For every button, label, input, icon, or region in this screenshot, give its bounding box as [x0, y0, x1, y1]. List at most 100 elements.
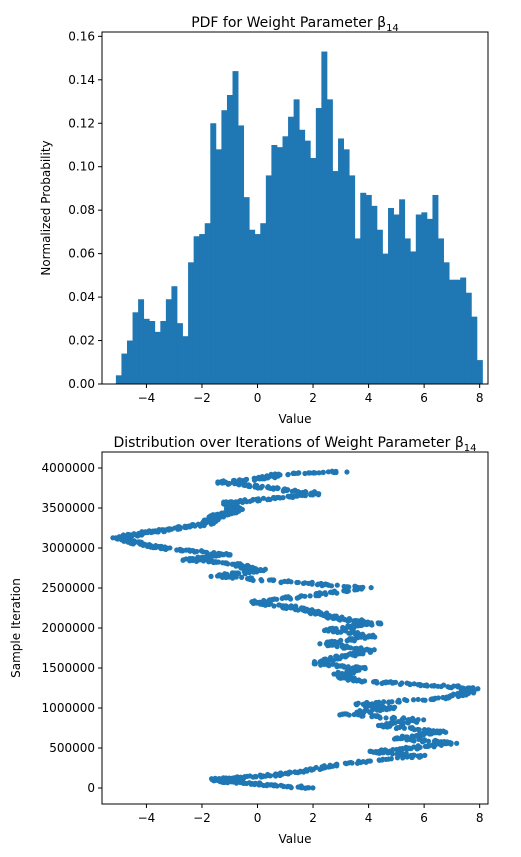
scatter-x-tick-label: −2: [193, 811, 211, 825]
scatter-point: [313, 764, 319, 771]
histogram-x-tick-label: −2: [193, 391, 211, 405]
scatter-point: [234, 570, 240, 576]
scatter-point: [125, 531, 131, 537]
scatter-point: [248, 575, 255, 581]
histogram-y-label: Normalized Probability: [39, 140, 53, 275]
scatter-point: [343, 643, 350, 649]
scatter-point: [131, 531, 137, 537]
histogram-title: PDF for Weight Parameter β14: [191, 15, 399, 34]
scatter-point: [317, 590, 323, 596]
scatter-point: [242, 497, 248, 503]
histogram-bar: [221, 110, 228, 384]
scatter-point: [323, 627, 329, 633]
scatter-point: [380, 679, 387, 686]
scatter-point: [156, 526, 162, 533]
scatter-point: [281, 578, 288, 584]
scatter-point: [259, 474, 265, 481]
scatter-point: [364, 699, 370, 706]
histogram-bar: [293, 99, 300, 384]
histogram-y-tick-label: 0.08: [68, 203, 95, 217]
scatter-point: [270, 485, 276, 491]
scatter-point: [450, 691, 457, 697]
scatter-point: [261, 597, 267, 604]
scatter-point: [244, 576, 251, 582]
scatter-point: [330, 661, 336, 667]
scatter-point: [262, 566, 268, 572]
scatter-point: [415, 682, 421, 688]
scatter-point: [375, 620, 381, 626]
scatter-point: [265, 771, 271, 778]
scatter-point: [340, 624, 346, 631]
scatter-point: [389, 699, 395, 705]
histogram-y-tick-label: 0.14: [68, 73, 95, 87]
scatter-point: [285, 594, 291, 600]
histogram-bar: [432, 194, 439, 384]
scatter-point: [415, 717, 421, 723]
scatter-point: [216, 776, 222, 782]
scatter-point: [238, 477, 244, 483]
scatter-point: [280, 603, 287, 609]
scatter-point: [432, 737, 438, 743]
scatter-point: [265, 483, 271, 490]
scatter-point: [302, 580, 308, 586]
scatter-point: [361, 678, 368, 684]
histogram-axes-frame: [101, 31, 489, 385]
scatter-point: [224, 571, 230, 577]
scatter-point: [388, 756, 394, 762]
scatter-point: [269, 596, 275, 603]
scatter-point: [383, 715, 389, 721]
scatter-point: [422, 752, 428, 758]
scatter-point: [354, 618, 360, 624]
histogram-bar: [149, 320, 156, 384]
scatter-y-tick-label: 0: [87, 781, 95, 795]
histogram-bar: [476, 360, 483, 384]
histogram-y-tick-label: 0.04: [68, 290, 95, 304]
scatter-chart: Distribution over Iterations of Weight P…: [9, 435, 489, 846]
histogram-bar: [349, 175, 356, 384]
scatter-point: [396, 697, 402, 703]
histogram-bar: [121, 353, 128, 384]
scatter-point: [291, 470, 297, 476]
scatter-point: [251, 598, 258, 604]
scatter-point: [258, 577, 264, 583]
scatter-point: [274, 485, 280, 491]
histogram-bar: [443, 262, 450, 384]
scatter-point: [360, 584, 366, 590]
scatter-point: [257, 772, 263, 778]
histogram-bar: [232, 71, 239, 384]
scatter-point: [342, 760, 348, 766]
scatter-x-tick-label: 0: [254, 811, 262, 825]
scatter-point: [411, 744, 417, 750]
scatter-point: [381, 699, 387, 705]
scatter-point: [260, 495, 267, 501]
scatter-point: [349, 636, 355, 642]
histogram-x-tick-label: −4: [138, 391, 156, 405]
histogram-chart: PDF for Weight Parameter β14 −4 −2 0 2 4 6 8 0…: [39, 15, 489, 426]
scatter-point: [272, 471, 278, 477]
scatter-point: [298, 593, 304, 599]
scatter-point: [256, 780, 263, 786]
scatter-point: [223, 499, 229, 505]
scatter-point: [386, 705, 392, 711]
histogram-bar: [210, 123, 217, 384]
scatter-point: [297, 768, 303, 774]
scatter-x-ticks: −4 −2 0 2 4 6 8: [138, 804, 483, 825]
scatter-point: [347, 651, 354, 657]
histogram-bar: [182, 336, 189, 384]
scatter-point: [339, 614, 345, 620]
scatter-point: [430, 728, 437, 734]
scatter-point: [357, 708, 363, 714]
scatter-point: [307, 593, 313, 599]
histogram-bar: [282, 136, 289, 384]
scatter-point: [324, 610, 330, 616]
histogram-bar: [154, 331, 161, 384]
scatter-point: [215, 479, 221, 485]
scatter-point: [298, 605, 305, 611]
histogram-bar: [454, 279, 461, 384]
scatter-point: [445, 684, 451, 690]
scatter-point: [436, 739, 442, 745]
scatter-point: [321, 763, 327, 769]
scatter-point: [317, 641, 323, 647]
scatter-point: [223, 550, 229, 557]
